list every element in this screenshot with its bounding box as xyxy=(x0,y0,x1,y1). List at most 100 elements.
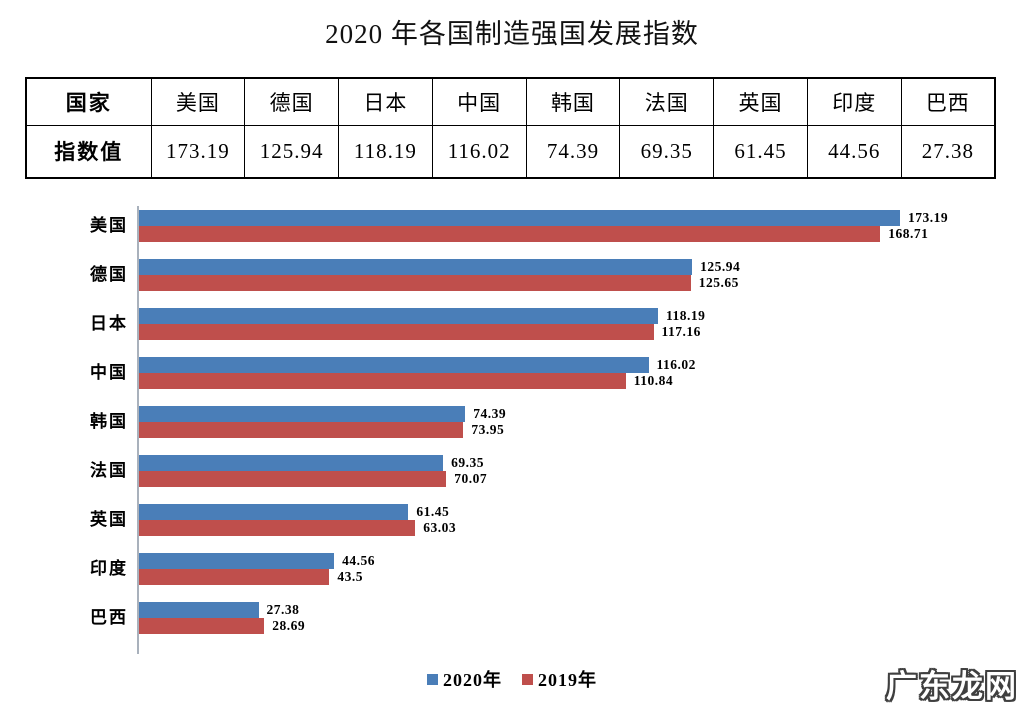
bar-value-label: 173.19 xyxy=(908,210,949,225)
category-label: 中国 xyxy=(90,363,128,382)
bar-row: 173.19 xyxy=(138,210,948,226)
table-value-cell: 69.35 xyxy=(619,124,715,179)
bar-row: 73.95 xyxy=(138,422,506,438)
bar-row: 27.38 xyxy=(138,602,305,618)
table-country-cell: 巴西 xyxy=(900,77,996,126)
table-value-cell: 118.19 xyxy=(338,124,433,179)
bar-2019年 xyxy=(138,226,881,242)
category-bars: 61.45 63.03 xyxy=(138,504,456,536)
chart-group: 美国 173.19 168.71 xyxy=(61,210,1011,242)
index-table: 国家 美国 德国 日本 中国 韩国 法国 英国 印度 巴西 指数值 173.19 125.94 11… xyxy=(25,77,996,179)
bar-row: 116.02 xyxy=(138,357,696,373)
bar-row: 28.69 xyxy=(138,618,305,634)
category-bars: 27.38 28.69 xyxy=(138,602,305,634)
bar-row: 44.56 xyxy=(138,553,375,569)
table-value-cell: 44.56 xyxy=(806,124,902,179)
site-watermark: 广东龙网 xyxy=(886,669,1018,705)
bar-row: 125.94 xyxy=(138,259,740,275)
bar-value-label: 70.07 xyxy=(454,471,488,486)
chart-group: 中国 116.02 110.84 xyxy=(61,357,1011,389)
bar-row: 118.19 xyxy=(138,308,705,324)
bar-value-label: 63.03 xyxy=(423,520,457,535)
chart-group: 法国 69.35 70.07 xyxy=(61,455,1011,487)
table-row-label: 指数值 xyxy=(25,124,152,179)
chart-group: 英国 61.45 63.03 xyxy=(61,504,1011,536)
bar-row: 74.39 xyxy=(138,406,506,422)
bar-value-label: 43.5 xyxy=(337,569,364,584)
bar-2020年 xyxy=(138,504,409,520)
table-country-cell: 韩国 xyxy=(525,77,621,126)
category-bars: 116.02 110.84 xyxy=(138,357,696,389)
bar-value-label: 61.45 xyxy=(416,504,450,519)
bar-row: 61.45 xyxy=(138,504,456,520)
bar-2019年 xyxy=(138,569,330,585)
bar-2020年 xyxy=(138,602,259,618)
bar-value-label: 118.19 xyxy=(666,308,706,323)
table-value-cell: 74.39 xyxy=(525,124,621,179)
category-bars: 44.56 43.5 xyxy=(138,553,375,585)
bar-2020年 xyxy=(138,406,466,422)
bar-2019年 xyxy=(138,471,447,487)
table-value-cell: 116.02 xyxy=(431,124,527,179)
chart-axis-line xyxy=(137,206,139,654)
table-value-cell: 27.38 xyxy=(900,124,996,179)
bar-row: 110.84 xyxy=(138,373,696,389)
bar-row: 70.07 xyxy=(138,471,487,487)
chart-legend: 2020年 2019年 xyxy=(0,666,1024,692)
bar-row: 117.16 xyxy=(138,324,705,340)
legend-item-2019: 2019年 xyxy=(522,666,597,692)
bar-2019年 xyxy=(138,520,416,536)
bar-2019年 xyxy=(138,275,691,291)
table-country-cell: 法国 xyxy=(619,77,715,126)
bar-value-label: 125.94 xyxy=(700,259,741,274)
table-country-cell: 日本 xyxy=(338,77,433,126)
category-label: 印度 xyxy=(90,559,128,578)
bar-value-label: 73.95 xyxy=(471,422,505,437)
legend-label-2019: 2019年 xyxy=(538,670,597,690)
bar-2019年 xyxy=(138,422,464,438)
table-country-cell: 英国 xyxy=(713,77,808,126)
table-row-countries: 国家 美国 德国 日本 中国 韩国 法国 英国 印度 巴西 xyxy=(25,77,996,126)
bar-value-label: 168.71 xyxy=(888,226,929,241)
chart-group: 韩国 74.39 73.95 xyxy=(61,406,1011,438)
category-label: 巴西 xyxy=(90,608,128,627)
table-value-cell: 61.45 xyxy=(713,124,808,179)
bar-value-label: 125.65 xyxy=(698,275,739,290)
bar-2019年 xyxy=(138,324,654,340)
chart-group: 日本 118.19 117.16 xyxy=(61,308,1011,340)
bar-2020年 xyxy=(138,259,693,275)
bar-value-label: 44.56 xyxy=(342,553,375,568)
table-country-cell: 中国 xyxy=(431,77,527,126)
chart-group: 巴西 27.38 28.69 xyxy=(61,602,1011,634)
bar-2020年 xyxy=(138,210,900,226)
chart-group: 德国 125.94 125.65 xyxy=(61,259,1011,291)
chart-group: 印度 44.56 43.5 xyxy=(61,553,1011,585)
chart-title: 2020 年各国制造强国发展指数 xyxy=(325,19,699,49)
legend-swatch-2020-icon xyxy=(427,673,438,685)
category-bars: 69.35 70.07 xyxy=(138,455,487,487)
category-bars: 118.19 117.16 xyxy=(138,308,705,340)
category-label: 英国 xyxy=(90,510,128,529)
category-label: 法国 xyxy=(90,461,128,480)
bar-2020年 xyxy=(138,308,658,324)
bar-2019年 xyxy=(138,618,265,634)
bar-value-label: 116.02 xyxy=(656,357,696,372)
table-value-cell: 173.19 xyxy=(150,124,246,179)
bar-value-label: 117.16 xyxy=(661,324,701,339)
category-label: 德国 xyxy=(90,265,128,284)
legend-item-2020: 2020年 xyxy=(427,666,502,692)
category-bars: 74.39 73.95 xyxy=(138,406,506,438)
category-label: 韩国 xyxy=(90,412,128,431)
bar-row: 69.35 xyxy=(138,455,487,471)
table-value-cell: 125.94 xyxy=(244,124,340,179)
table-country-cell: 美国 xyxy=(150,77,246,126)
bar-value-label: 69.35 xyxy=(451,455,484,470)
bar-row: 43.5 xyxy=(138,569,375,585)
table-row-values: 指数值 173.19 125.94 118.19 116.02 74.39 69.35 61… xyxy=(25,124,996,179)
bar-2020年 xyxy=(138,553,335,569)
bar-value-label: 74.39 xyxy=(473,406,507,421)
bar-chart: 美国 173.19 168.71 德国 125.94 125.65 日本 118.19 117.… xyxy=(61,202,1011,654)
bar-row: 125.65 xyxy=(138,275,740,291)
table-country-cell: 印度 xyxy=(806,77,902,126)
